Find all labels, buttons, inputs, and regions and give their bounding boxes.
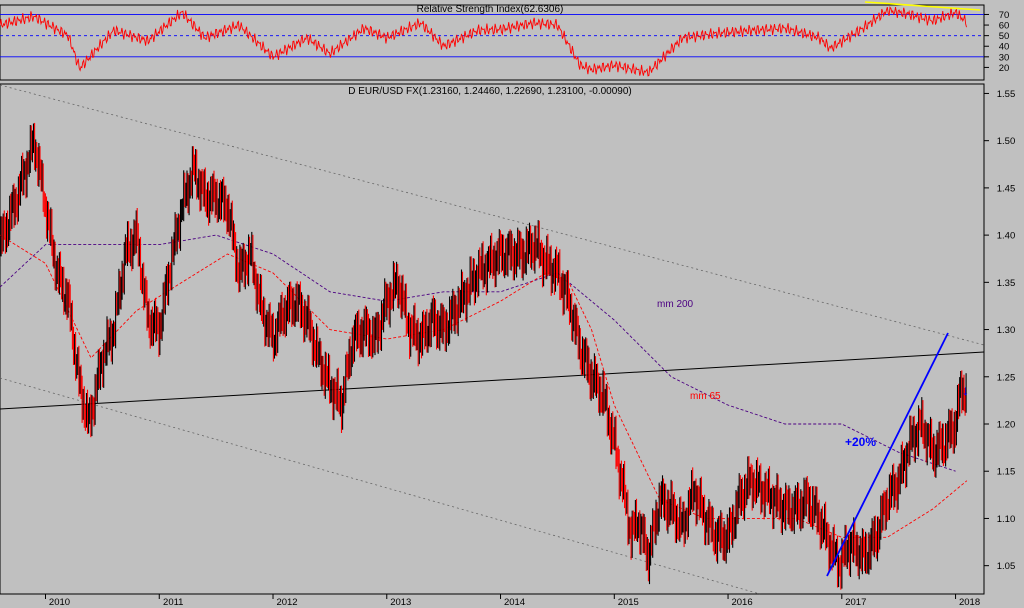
x-tick-label: 2012 [276,597,297,608]
time-x-axis: 2010 2011 2012 2013 2014 2015 2016 2017 2018 [45,594,980,608]
rsi-tick-label: 70 [999,10,1010,21]
price-title: D EUR/USD FX(1.23160, 1.24460, 1.22690, … [348,86,632,97]
price-tick-label: 1.25 [997,372,1016,383]
down-arrow-icon: ↓ [962,382,969,398]
rsi-title: Relative Strength Index(62.6306) [417,4,564,15]
price-tick-label: 1.55 [997,89,1016,100]
rsi-tick-label: 40 [999,42,1010,53]
rsi-tick-label: 20 [999,63,1010,74]
rsi-tick-label: 30 [999,52,1010,63]
rsi-tick-label: 50 [999,31,1010,42]
rsi-levels [0,14,984,58]
mm200-line [0,234,956,472]
x-tick-label: 2014 [504,597,525,608]
mm200-label: mm 200 [657,299,694,310]
price-bars [0,122,967,590]
price-tick-label: 1.15 [997,467,1016,478]
rsi-divergence-line [864,1,981,11]
price-tick-label: 1.05 [997,561,1016,572]
price-tick-label: 1.35 [997,278,1016,289]
price-tick-label: 1.10 [997,514,1016,525]
x-tick-label: 2013 [390,597,411,608]
price-panel-frame [0,83,985,595]
x-tick-label: 2018 [959,597,980,608]
x-tick-label: 2010 [49,597,70,608]
mm65-label: mm 65 [690,391,721,402]
price-tick-label: 1.40 [997,231,1016,242]
price-y-axis: 1.55 1.50 1.45 1.40 1.35 1.30 1.25 1.20 1.15 1.10… [984,89,1015,572]
x-tick-label: 2017 [845,597,866,608]
gain-label: +20% [845,435,876,449]
price-tick-label: 1.45 [997,183,1016,194]
rsi-line [0,6,967,77]
rsi-panel-frame [0,4,985,81]
channel-lower-line [0,377,761,595]
x-tick-label: 2015 [618,597,639,608]
rsi-tick-label: 60 [999,21,1010,32]
price-tick-label: 1.30 [997,325,1016,336]
rsi-series [0,6,967,77]
price-tick-label: 1.20 [997,420,1016,431]
x-tick-label: 2011 [163,597,183,608]
uptrend-line [826,332,949,577]
support-resistance-line [0,351,985,410]
price-tick-label: 1.50 [997,136,1016,147]
x-tick-label: 2016 [731,597,752,608]
